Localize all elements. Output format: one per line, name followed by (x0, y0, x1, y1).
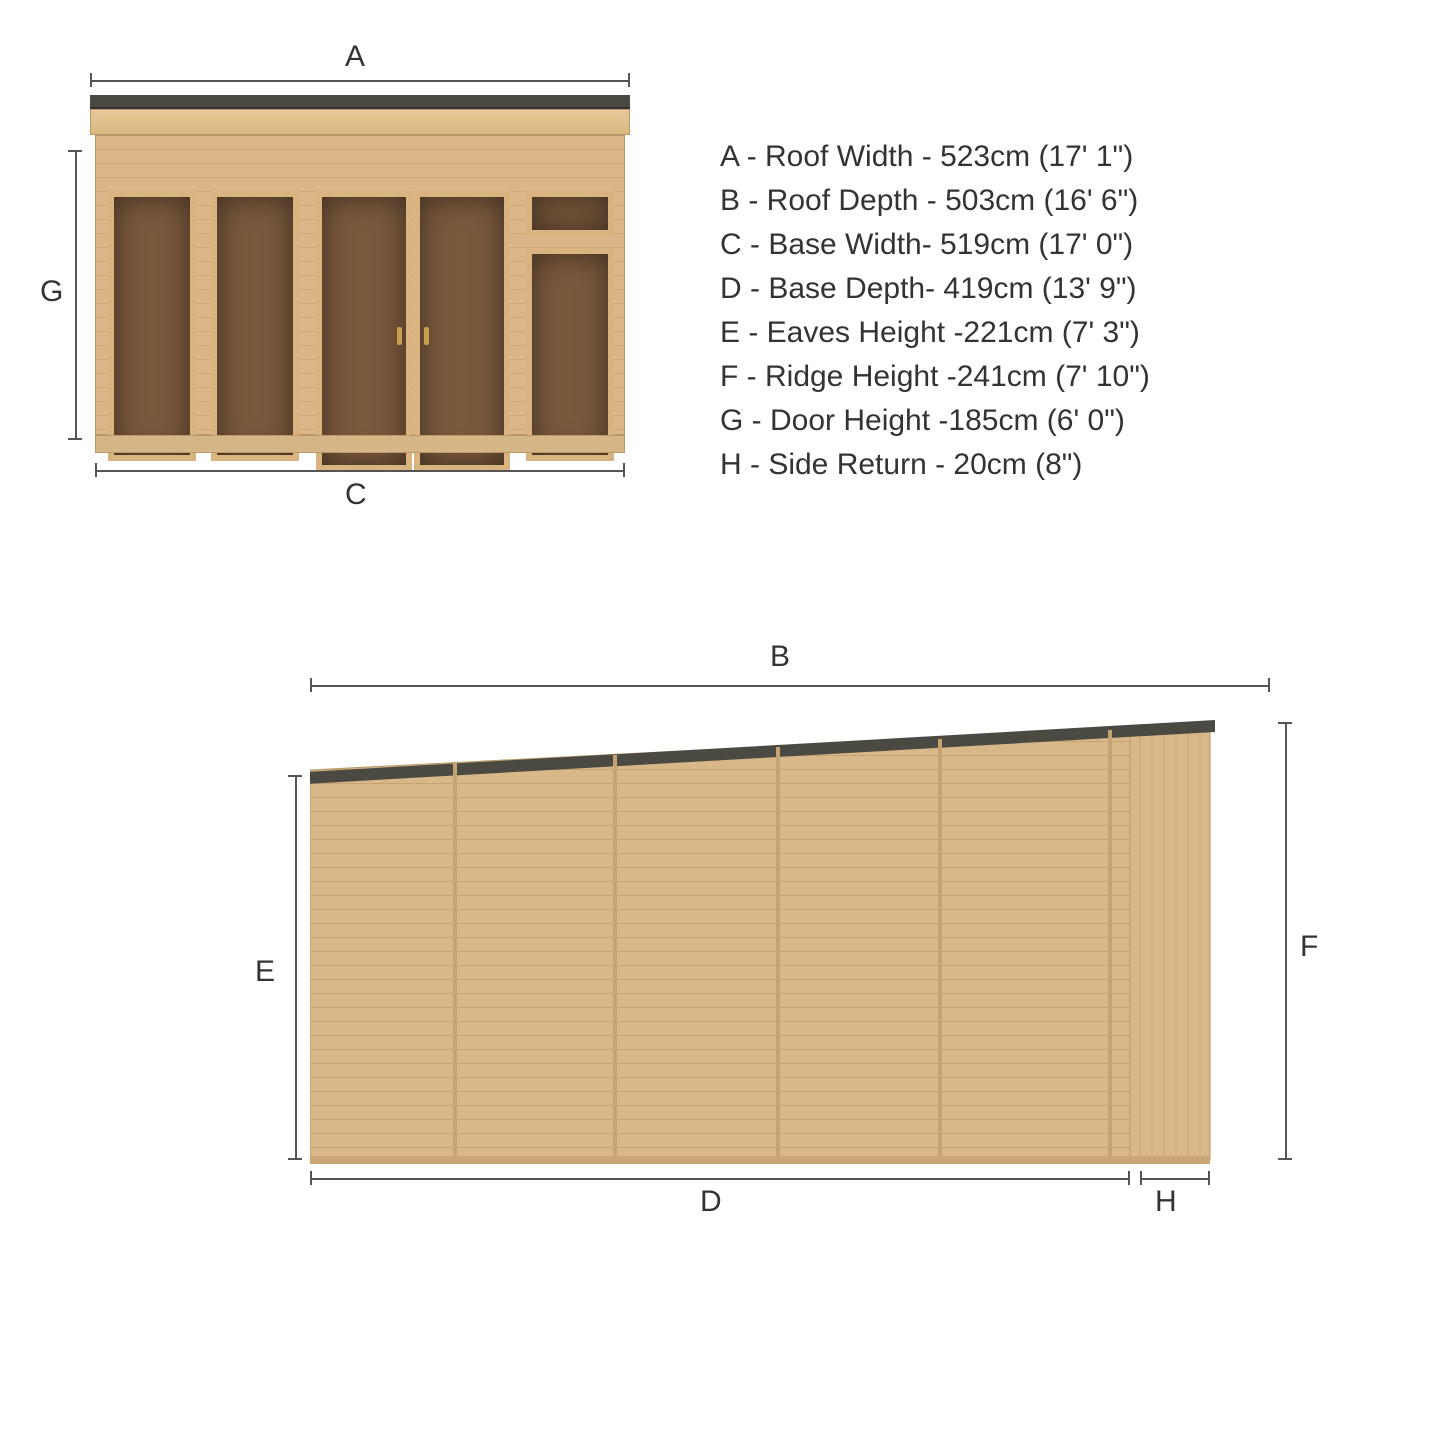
side-elevation (310, 700, 1270, 1180)
dim-line-h (1140, 1178, 1210, 1180)
front-wall (95, 135, 625, 435)
dim-tick (628, 73, 630, 87)
dim-tick (1278, 1158, 1292, 1160)
door-handle-icon (397, 327, 402, 345)
door-handle-icon (424, 327, 429, 345)
door-right (414, 191, 510, 471)
door-left (316, 191, 412, 471)
dim-label-g: G (40, 275, 63, 309)
legend-row-d: D - Base Depth- 419cm (13' 9") (720, 267, 1150, 311)
front-fascia (90, 109, 630, 135)
front-elevation (90, 95, 630, 455)
dim-tick (310, 1171, 312, 1185)
legend-row-h: H - Side Return - 20cm (8") (720, 443, 1150, 487)
dim-line-d (310, 1178, 1130, 1180)
dim-line-f (1285, 722, 1287, 1160)
dim-tick (310, 678, 312, 692)
dim-label-b: B (770, 640, 790, 674)
dim-tick (1278, 722, 1292, 724)
front-roof-edge (90, 95, 630, 109)
dim-line-c (95, 470, 625, 472)
dim-tick (623, 463, 625, 477)
dim-tick (68, 438, 82, 440)
side-shape-svg (310, 700, 1270, 1180)
dim-tick (90, 73, 92, 87)
front-base (95, 435, 625, 453)
dim-label-d: D (700, 1185, 722, 1219)
dim-tick (1268, 678, 1270, 692)
dim-tick (68, 150, 82, 152)
dim-tick (288, 1158, 302, 1160)
legend-row-g: G - Door Height -185cm (6' 0") (720, 399, 1150, 443)
legend-row-c: C - Base Width- 519cm (17' 0") (720, 223, 1150, 267)
dim-tick (95, 463, 97, 477)
dim-tick (1208, 1171, 1210, 1185)
dim-label-h: H (1155, 1185, 1177, 1219)
window-left-2 (211, 191, 299, 461)
dim-tick (1140, 1171, 1142, 1185)
dim-tick (288, 775, 302, 777)
dim-label-e: E (255, 955, 275, 989)
dim-line-g (75, 150, 77, 440)
dim-label-f: F (1300, 930, 1318, 964)
legend-row-e: E - Eaves Height -221cm (7' 3") (720, 311, 1150, 355)
dim-tick (1128, 1171, 1130, 1185)
window-right-top (526, 191, 614, 236)
legend-row-b: B - Roof Depth - 503cm (16' 6") (720, 179, 1150, 223)
window-left-1 (108, 191, 196, 461)
dim-line-e (295, 775, 297, 1160)
window-right-bottom (526, 248, 614, 461)
legend-row-f: F - Ridge Height -241cm (7' 10") (720, 355, 1150, 399)
dim-label-a: A (345, 40, 365, 74)
dim-line-a (90, 80, 630, 82)
legend-row-a: A - Roof Width - 523cm (17' 1") (720, 135, 1150, 179)
dim-label-c: C (345, 478, 367, 512)
dimension-legend: A - Roof Width - 523cm (17' 1") B - Roof… (720, 135, 1150, 487)
dim-line-b (310, 685, 1270, 687)
